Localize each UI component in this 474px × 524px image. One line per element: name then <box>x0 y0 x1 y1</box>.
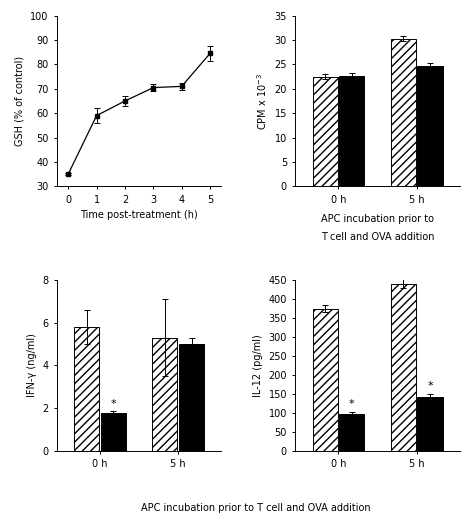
Bar <box>74 327 99 451</box>
Bar <box>339 75 364 186</box>
Bar <box>312 77 337 186</box>
Y-axis label: IL-12 (pg/ml): IL-12 (pg/ml) <box>253 334 263 397</box>
Text: APC incubation prior to T cell and OVA addition: APC incubation prior to T cell and OVA a… <box>141 503 371 513</box>
Text: *: * <box>427 381 433 391</box>
Bar <box>153 337 177 451</box>
Bar <box>179 344 204 451</box>
Y-axis label: IFN-γ (ng/ml): IFN-γ (ng/ml) <box>27 333 37 397</box>
Bar <box>339 414 364 451</box>
Bar <box>418 397 443 451</box>
X-axis label: Time post-treatment (h): Time post-treatment (h) <box>80 210 198 220</box>
Bar <box>101 413 126 451</box>
Text: *: * <box>349 399 355 409</box>
Y-axis label: GSH (% of control): GSH (% of control) <box>15 56 25 146</box>
Bar <box>391 39 416 186</box>
Bar <box>312 309 337 451</box>
Bar <box>418 66 443 186</box>
Bar <box>391 284 416 451</box>
Text: APC incubation prior to: APC incubation prior to <box>321 214 434 224</box>
Y-axis label: CPM x 10$^{-3}$: CPM x 10$^{-3}$ <box>255 72 269 129</box>
Text: *: * <box>110 399 116 409</box>
Text: T cell and OVA addition: T cell and OVA addition <box>321 232 434 242</box>
